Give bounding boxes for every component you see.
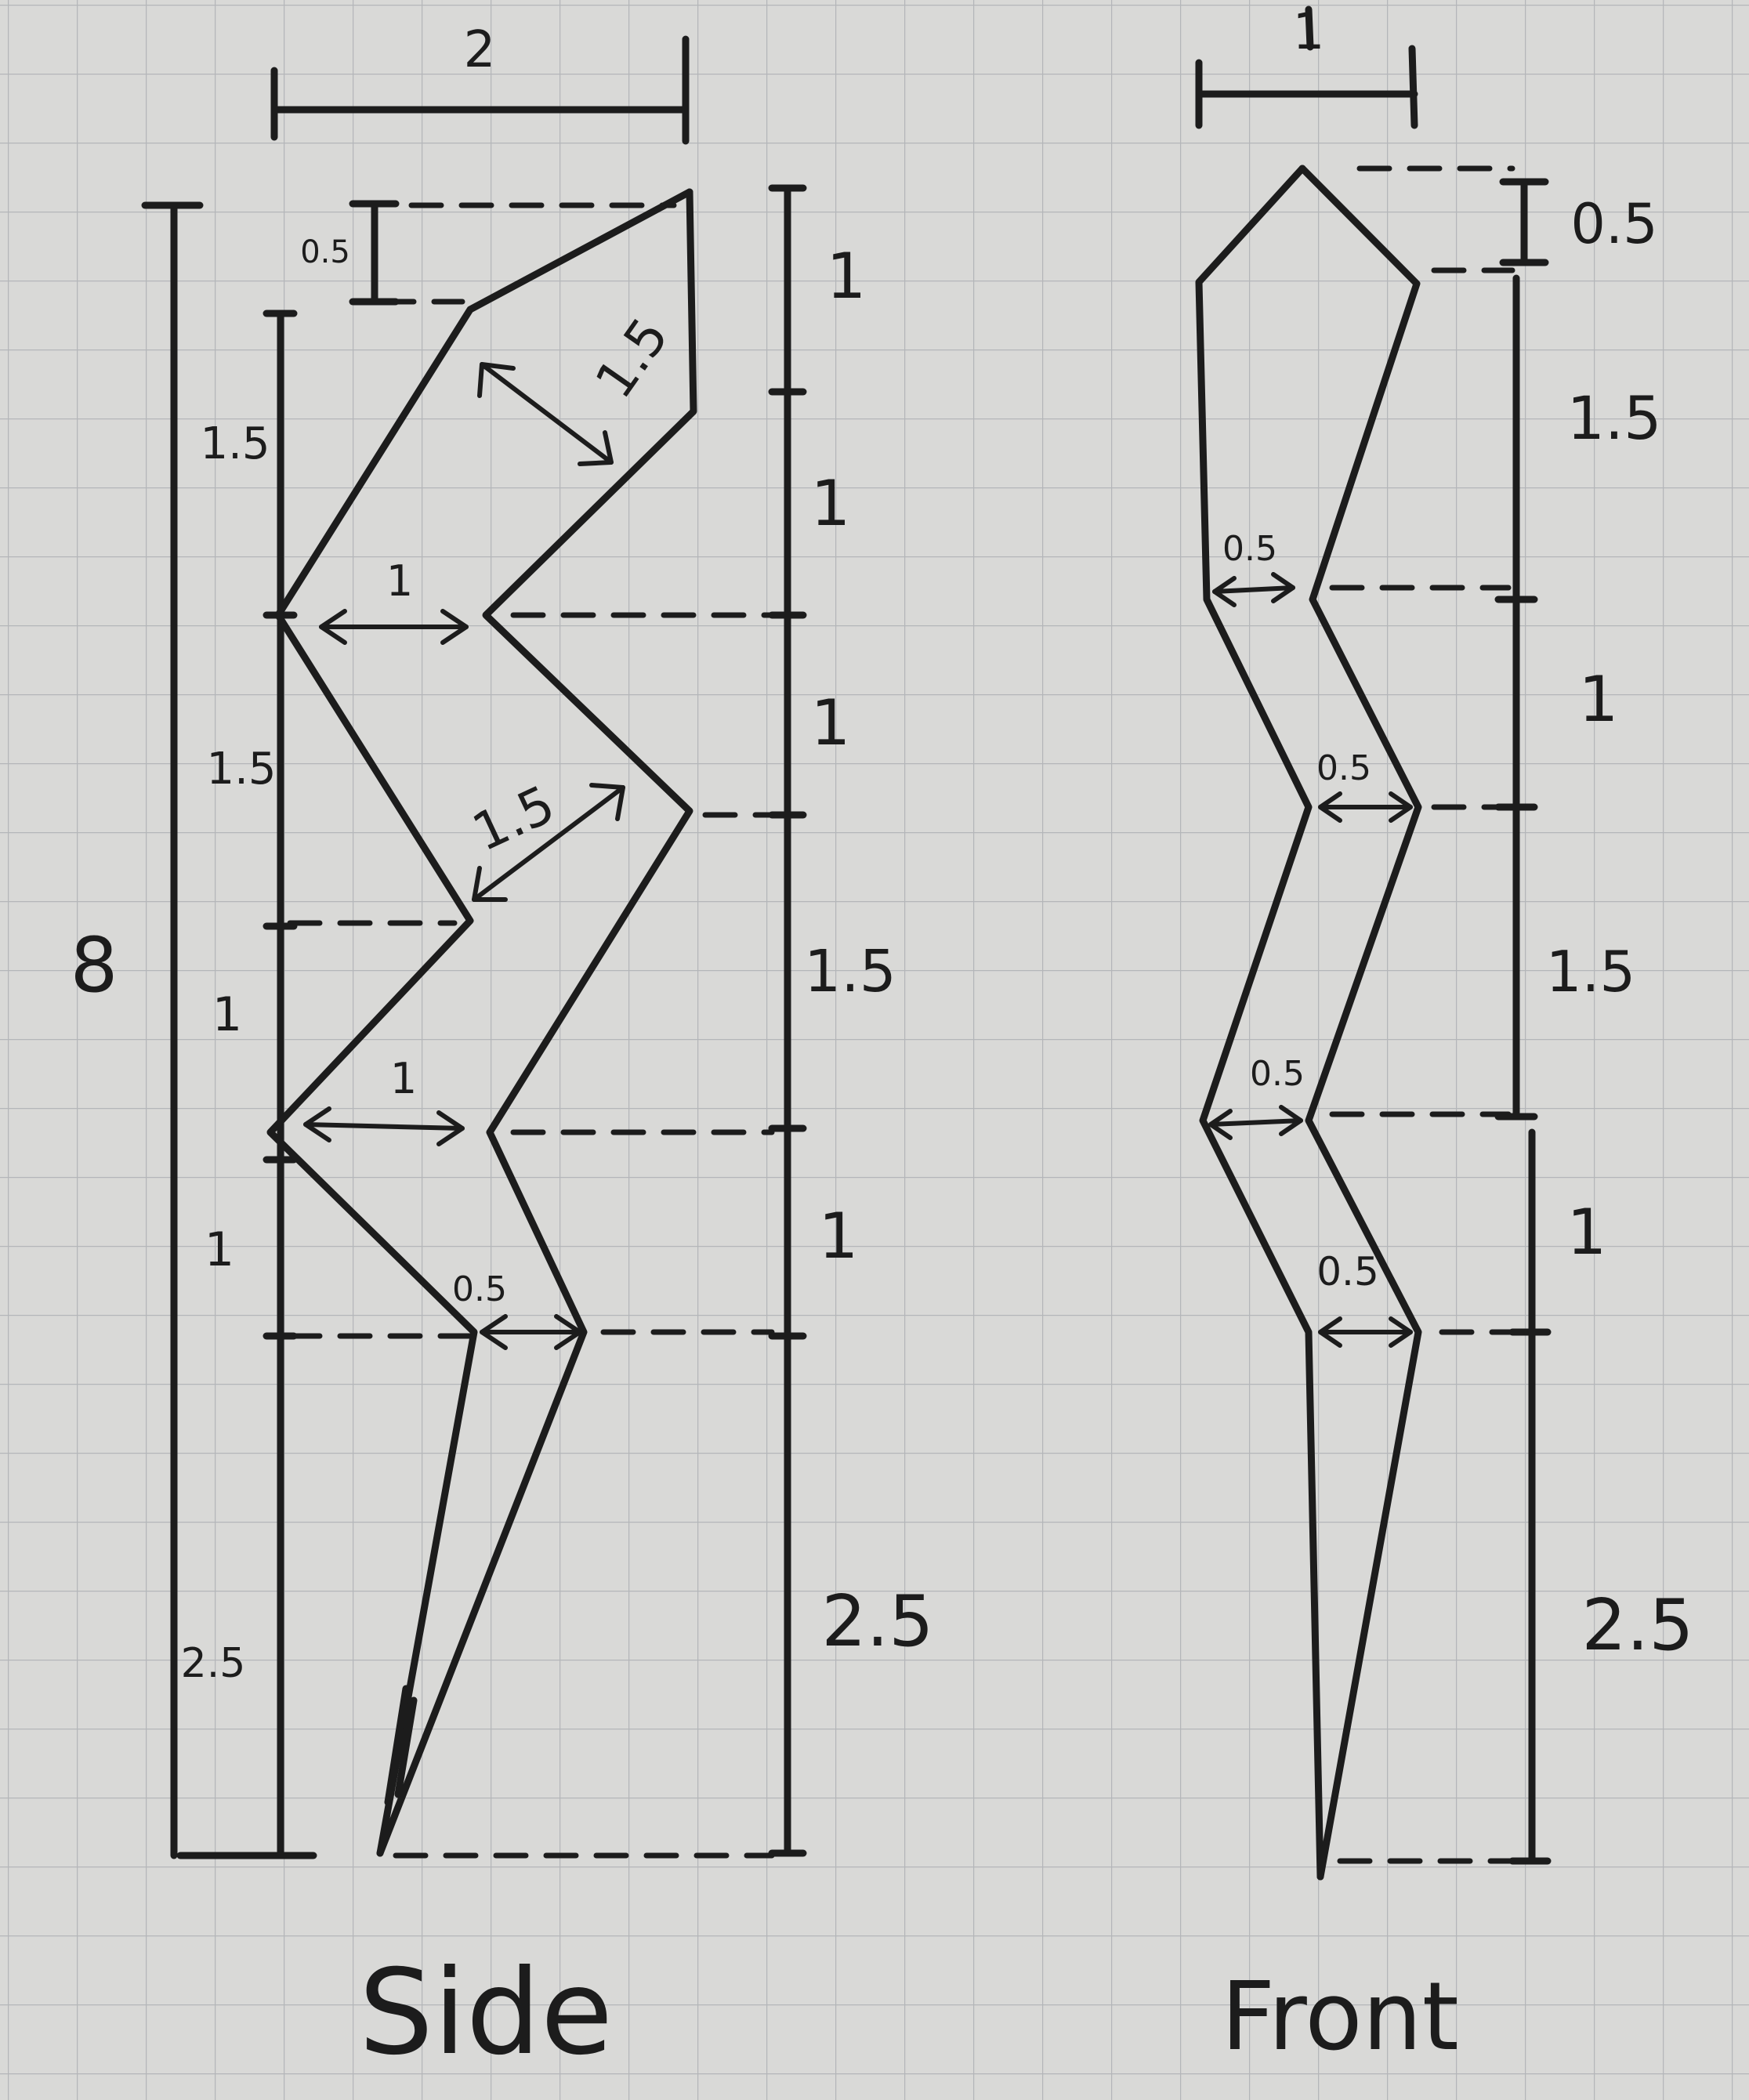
side-projection-lines [287,202,775,1859]
side-inner-label: 0.5 [452,1269,507,1309]
side-right-dim-label: 2.5 [821,1580,933,1663]
front-right-dim-label: 1 [1579,663,1619,736]
side-zigzag-left-edge [266,188,693,1857]
side-total-height-dimension [141,201,317,1859]
front-view [1195,5,1552,1881]
front-right-dimension-line [1494,178,1552,1865]
front-labels: 1 0.5 1.5 1 1.5 1 2.5 0.5 0.5 0.5 0.5 Fr… [1221,3,1693,2072]
side-inner-label: 1 [386,556,413,606]
side-view [141,35,807,1859]
front-right-dim-label: 1.5 [1546,939,1636,1005]
side-left-dim-label: 1 [205,1222,234,1277]
side-left-dim-label: 2.5 [181,1640,246,1687]
side-right-dim-label: 1 [819,1200,859,1273]
side-total-height-label: 8 [70,921,118,1009]
side-inner-arrows [303,362,625,1350]
side-caption: Side [359,1945,613,2081]
side-left-dim-label: 1.5 [206,744,276,795]
side-tip-hatch [394,1696,418,1798]
front-zigzag-left-edge [1195,165,1324,1881]
side-left-dim-label: 0.5 [300,234,350,270]
side-width-label: 2 [464,21,496,79]
front-width-label: 1 [1293,3,1325,61]
front-inner-label: 0.5 [1222,529,1277,569]
side-tip-hatch [384,1685,410,1806]
side-zigzag-right-edge [376,188,697,1857]
side-right-dim-label: 1 [811,686,851,759]
front-inner-label: 0.5 [1316,748,1371,788]
front-caption: Front [1221,1963,1459,2072]
side-left-dim-label: 1.5 [200,418,270,469]
side-left-dimension-line [263,200,400,1857]
side-inner-label: 1 [390,1054,417,1103]
front-zigzag-right-edge [1298,165,1422,1881]
front-right-dim-label: 0.5 [1570,192,1657,256]
front-right-dim-label: 1.5 [1567,383,1662,453]
front-width-dimension [1195,5,1418,129]
side-right-dim-label: 1 [827,240,867,313]
side-left-dim-label: 1 [212,987,242,1042]
side-width-dimension [270,35,690,145]
front-right-dim-label: 2.5 [1581,1584,1693,1667]
side-right-dim-label: 1 [811,467,851,540]
side-right-dimension-line [768,184,807,1857]
front-inner-label: 0.5 [1250,1054,1305,1094]
front-right-dim-label: 1 [1567,1196,1607,1269]
side-right-dim-label: 1.5 [804,938,896,1005]
front-inner-arrows [1208,572,1413,1348]
front-inner-label: 0.5 [1316,1249,1379,1294]
front-projection-lines [1329,165,1527,1864]
